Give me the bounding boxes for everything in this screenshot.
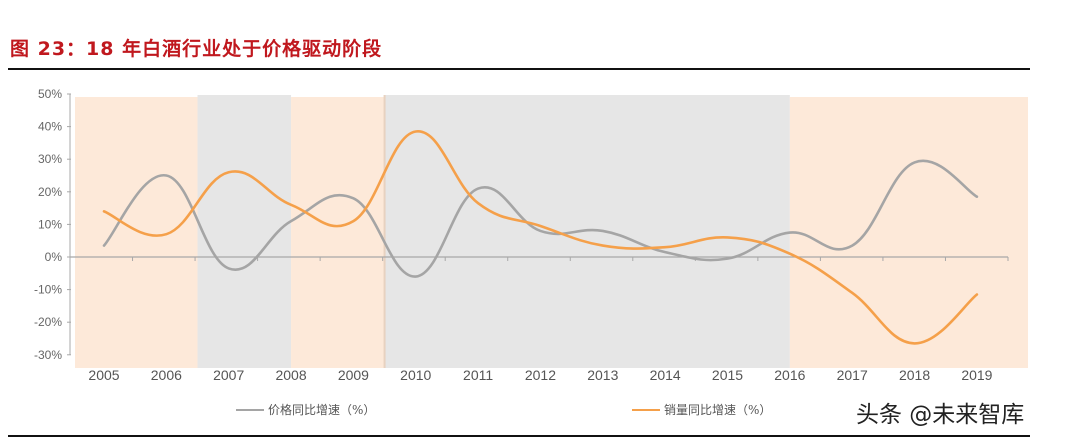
- y-tick-label: 10%: [38, 217, 62, 231]
- y-tick-label: -10%: [34, 283, 62, 297]
- x-tick-label: 2016: [774, 367, 805, 383]
- price-growth-line: [102, 159, 979, 278]
- x-tick-label: 2015: [712, 367, 743, 383]
- bottom-divider: [8, 435, 1030, 437]
- watermark: 头条 @未来智库: [856, 402, 1025, 428]
- legend-swatch-price: [236, 408, 264, 411]
- axes: 50% 40% 30% 20% 10% 0% -10% -20% -30% 2005 2006 200…: [34, 87, 1009, 383]
- band-price-driven: [291, 97, 385, 368]
- legend-item-volume: 销量同比增速（%）: [632, 401, 771, 418]
- y-tick-label: -20%: [34, 315, 62, 329]
- y-tick-label: -30%: [34, 348, 62, 362]
- x-tick-label: 2010: [400, 367, 431, 383]
- band-price-driven: [789, 97, 1028, 368]
- y-tick-label: 20%: [38, 185, 62, 199]
- x-tick-label: 2019: [961, 367, 992, 383]
- legend-label-price: 价格同比增速（%）: [268, 403, 376, 417]
- x-tick-label: 2007: [213, 367, 244, 383]
- band-volume-driven: [197, 95, 292, 368]
- x-tick-label: 2008: [275, 367, 306, 383]
- figure-title: 图 23：18 年白酒行业处于价格驱动阶段: [10, 38, 383, 60]
- y-tick-label: 50%: [38, 87, 62, 101]
- volume-growth-line: [102, 130, 979, 345]
- x-tick-label: 2014: [650, 367, 681, 383]
- legend-swatch-volume: [632, 408, 660, 411]
- x-tick-label: 2006: [151, 367, 182, 383]
- x-tick-label: 2012: [525, 367, 556, 383]
- legend-label-volume: 销量同比增速（%）: [664, 403, 772, 417]
- x-tick-label: 2018: [899, 367, 930, 383]
- x-tick-label: 2009: [338, 367, 369, 383]
- x-tick-label: 2005: [88, 367, 119, 383]
- y-tick-label: 40%: [38, 120, 62, 134]
- legend-item-price: 价格同比增速（%）: [236, 401, 375, 418]
- series-lines: [102, 130, 979, 345]
- y-tick-label: 0%: [45, 250, 63, 264]
- x-tick-label: 2013: [587, 367, 618, 383]
- y-tick-label: 30%: [38, 152, 62, 166]
- x-tick-label: 2011: [463, 367, 493, 383]
- band-price-driven: [75, 97, 198, 368]
- title-divider: [8, 68, 1030, 70]
- x-tick-label: 2017: [837, 367, 868, 383]
